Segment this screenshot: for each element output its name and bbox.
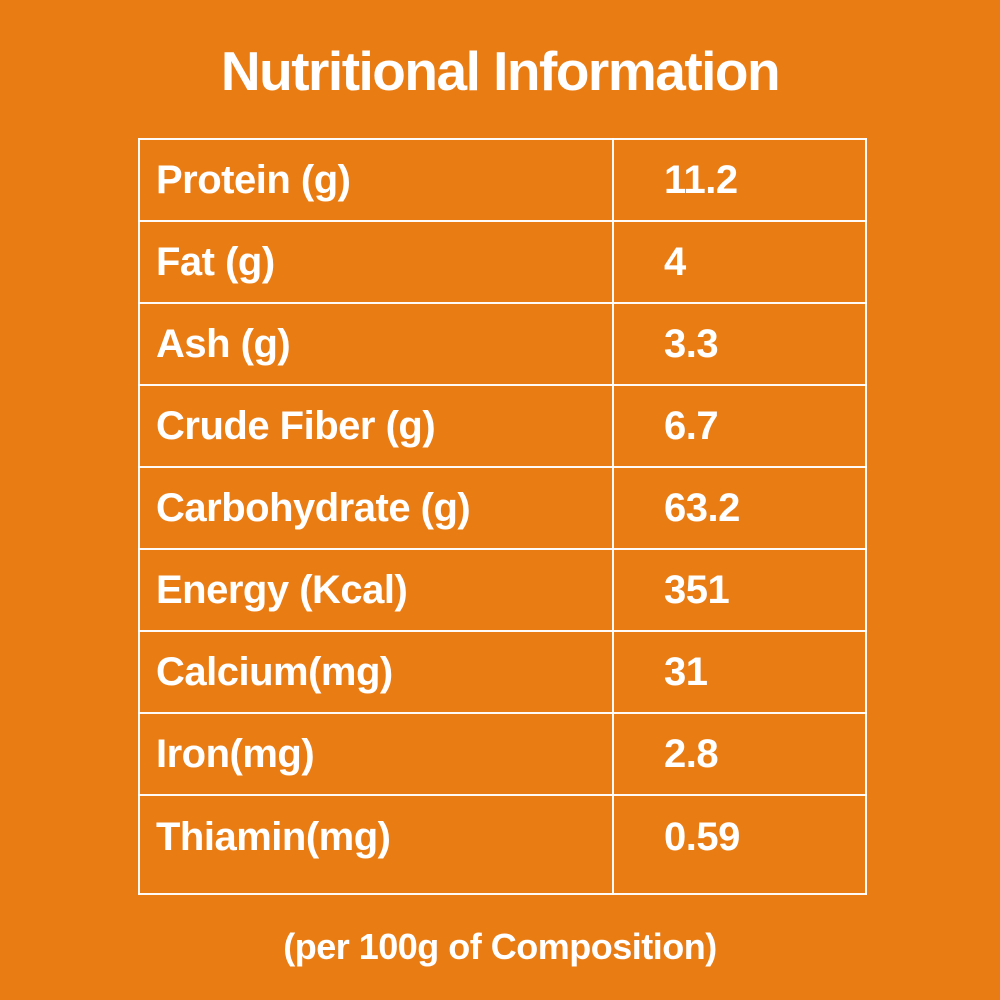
- nutrient-value: 63.2: [612, 466, 867, 550]
- nutrient-label: Thiamin(mg): [138, 794, 614, 895]
- nutrient-label: Protein (g): [138, 138, 614, 222]
- nutrient-label: Crude Fiber (g): [138, 384, 614, 468]
- nutrient-value: 2.8: [612, 712, 867, 796]
- nutrient-label: Fat (g): [138, 220, 614, 304]
- nutrient-value: 3.3: [612, 302, 867, 386]
- table-row: Calcium(mg) 31: [138, 630, 867, 714]
- serving-note: (per 100g of Composition): [283, 926, 717, 967]
- nutrient-value: 4: [612, 220, 867, 304]
- nutrient-value: 31: [612, 630, 867, 714]
- table-row: Carbohydrate (g) 63.2: [138, 466, 867, 550]
- nutrient-label: Energy (Kcal): [138, 548, 614, 632]
- nutrient-label: Carbohydrate (g): [138, 466, 614, 550]
- table-row: Ash (g) 3.3: [138, 302, 867, 386]
- nutrient-value: 351: [612, 548, 867, 632]
- table-row: Iron(mg) 2.8: [138, 712, 867, 796]
- nutrient-label: Ash (g): [138, 302, 614, 386]
- nutrient-value: 11.2: [612, 138, 867, 222]
- table-row: Crude Fiber (g) 6.7: [138, 384, 867, 468]
- table-row: Thiamin(mg) 0.59: [138, 794, 867, 895]
- nutrition-table: Protein (g) 11.2 Fat (g) 4 Ash (g) 3.3 C…: [138, 138, 867, 895]
- table-row: Fat (g) 4: [138, 220, 867, 304]
- table-row: Protein (g) 11.2: [138, 138, 867, 222]
- table-row: Energy (Kcal) 351: [138, 548, 867, 632]
- page-title: Nutritional Information: [220, 40, 781, 102]
- nutrient-value: 6.7: [612, 384, 867, 468]
- nutrient-label: Iron(mg): [138, 712, 614, 796]
- nutrient-label: Calcium(mg): [138, 630, 614, 714]
- nutrient-value: 0.59: [612, 794, 867, 895]
